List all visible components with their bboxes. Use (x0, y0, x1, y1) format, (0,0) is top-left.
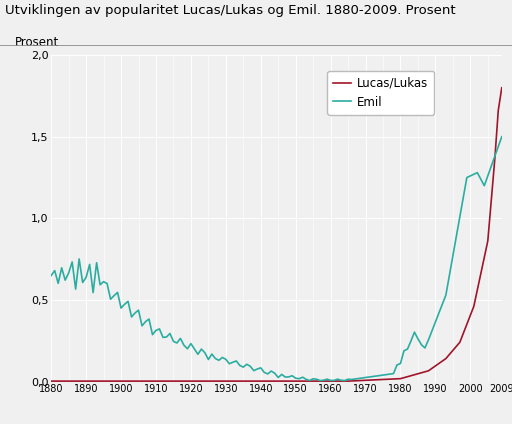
Line: Emil: Emil (51, 137, 502, 381)
Emil (349, 377, 355, 382)
Lucas/Lukas (48, 379, 54, 384)
Emil (170, 339, 177, 344)
Lucas/Lukas (443, 356, 449, 361)
Text: Utviklingen av popularitet Lucas/Lukas og Emil. 1880-2009. Prosent: Utviklingen av popularitet Lucas/Lukas o… (5, 4, 456, 17)
Lucas/Lukas (370, 377, 376, 382)
Emil (404, 346, 411, 351)
Lucas/Lukas (499, 85, 505, 90)
Lucas/Lukas (293, 379, 299, 384)
Line: Lucas/Lukas: Lucas/Lukas (51, 88, 502, 381)
Lucas/Lukas (69, 379, 75, 384)
Emil (317, 378, 323, 383)
Emil (383, 372, 390, 377)
Emil (282, 374, 288, 379)
Lucas/Lukas (460, 331, 466, 336)
Lucas/Lukas (429, 366, 435, 371)
Emil (499, 134, 505, 139)
Text: Prosent: Prosent (15, 36, 59, 49)
Emil (48, 273, 54, 278)
Legend: Lucas/Lukas, Emil: Lucas/Lukas, Emil (328, 71, 434, 114)
Emil (240, 365, 246, 370)
